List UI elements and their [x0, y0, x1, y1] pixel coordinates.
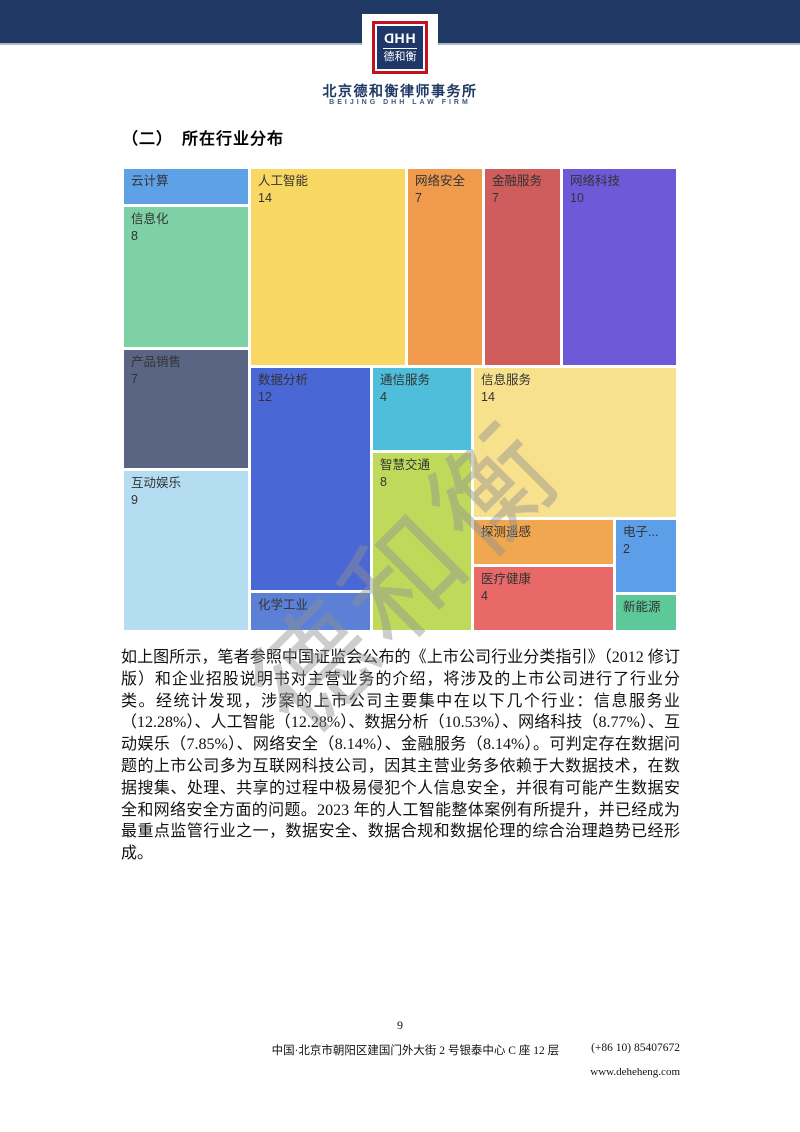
treemap-block-16: 新能源 — [616, 595, 676, 630]
treemap-block-label: 探测遥感 — [481, 525, 532, 539]
treemap-block-label: 通信服务 — [380, 373, 431, 387]
treemap-block-value: 10 — [570, 190, 584, 205]
dhh-logo-icon: DHH 德和衡 — [372, 20, 428, 74]
section-title: （二） 所在行业分布 — [122, 131, 285, 148]
treemap-block-label: 智慧交通 — [380, 458, 431, 472]
treemap-block-value: 7 — [131, 371, 138, 386]
treemap-block-3: 互动娱乐 9 — [124, 471, 248, 630]
treemap-block-6: 金融服务 7 — [485, 169, 560, 365]
treemap-block-5: 网络安全 7 — [408, 169, 482, 365]
firm-name-cn: 北京德和衡律师事务所 — [322, 85, 478, 100]
treemap-block-label: 化学工业 — [258, 598, 309, 612]
treemap-block-label: 信息化 — [131, 212, 169, 226]
treemap-block-value: 14 — [258, 190, 272, 205]
treemap-block-label: 金融服务 — [492, 174, 543, 188]
treemap-block-label: 新能源 — [623, 600, 661, 614]
treemap-block-value: 7 — [415, 190, 422, 205]
footer-website-link[interactable]: www.deheheng.com — [590, 1066, 680, 1078]
treemap-block-value: 4 — [481, 588, 488, 603]
firm-logo: DHH 德和衡 — [362, 14, 438, 80]
treemap-block-value: 2 — [623, 541, 630, 556]
treemap-block-7: 网络科技 10 — [563, 169, 676, 365]
treemap: 云计算信息化 8 产品销售 7 互动娱乐 9 人工智能 14 网络安全 7 金融服务 7 网络科技 10 数… — [124, 169, 676, 630]
treemap-block-value: 8 — [380, 474, 387, 489]
footer-phone: (+86 10) 85407672 — [591, 1042, 680, 1054]
logo-rule — [383, 48, 417, 49]
treemap-block-value: 14 — [481, 389, 495, 404]
treemap-block-9: 化学工业 — [251, 593, 370, 630]
treemap-block-value: 7 — [492, 190, 499, 205]
logo-acronym: DHH — [383, 30, 417, 46]
treemap-block-8: 数据分析 12 — [251, 368, 370, 590]
treemap-block-label: 电子... — [623, 525, 659, 539]
treemap-block-value: 9 — [131, 492, 138, 507]
treemap-block-1: 信息化 8 — [124, 207, 248, 347]
treemap-block-10: 通信服务 4 — [373, 368, 471, 450]
footer-address: 中国·北京市朝阳区建国门外大街 2 号银泰中心 C 座 12 层 — [271, 1045, 560, 1057]
treemap-block-value: 12 — [258, 389, 272, 404]
treemap-block-label: 云计算 — [131, 174, 169, 188]
treemap-block-label: 产品销售 — [131, 355, 182, 369]
treemap-block-4: 人工智能 14 — [251, 169, 405, 365]
treemap-block-15: 电子... 2 — [616, 520, 676, 592]
treemap-block-label: 数据分析 — [258, 373, 309, 387]
treemap-block-label: 信息服务 — [481, 373, 532, 387]
treemap-block-label: 网络科技 — [570, 174, 621, 188]
treemap-block-11: 智慧交通 8 — [373, 453, 471, 630]
treemap-block-label: 医疗健康 — [481, 572, 532, 586]
treemap-block-value: 4 — [380, 389, 387, 404]
treemap-block-label: 互动娱乐 — [131, 476, 182, 490]
logo-script-text: 德和衡 — [383, 51, 417, 63]
treemap-block-14: 医疗健康 4 — [474, 567, 613, 630]
treemap-block-value: 8 — [131, 228, 138, 243]
body-paragraph: 如上图所示，笔者参照中国证监会公布的《上市公司行业分类指引》（2012 修订版）… — [121, 649, 680, 863]
treemap-block-label: 网络安全 — [415, 174, 466, 188]
page-number: 9 — [397, 1018, 403, 1032]
footer-row: 中国·北京市朝阳区建国门外大街 2 号银泰中心 C 座 12 层 (+86 10… — [122, 1042, 680, 1058]
treemap-block-0: 云计算 — [124, 169, 248, 204]
treemap-block-2: 产品销售 7 — [124, 350, 248, 468]
treemap-block-13: 探测遥感 — [474, 520, 613, 564]
treemap-block-12: 信息服务 14 — [474, 368, 676, 517]
treemap-block-label: 人工智能 — [258, 174, 309, 188]
firm-name-en: BEIJING DHH LAW FIRM — [329, 99, 471, 106]
